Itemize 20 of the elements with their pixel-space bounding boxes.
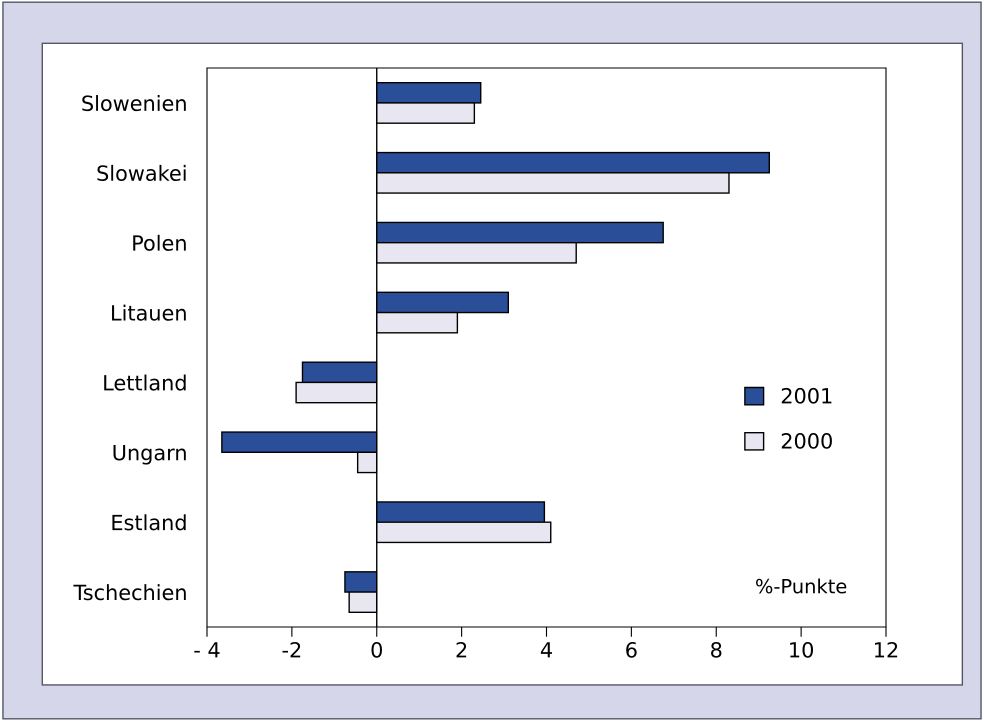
x-tick-label: - 4	[194, 642, 220, 658]
x-tick-label: 8	[711, 642, 722, 658]
x-tick-label: 6	[626, 642, 637, 658]
y-tick-label: Slowenien	[82, 95, 186, 112]
legend-label: 2001	[782, 388, 832, 404]
x-tick-label: 12	[875, 642, 898, 658]
y-tick-label: Ungarn	[114, 445, 186, 465]
annotation: %-Punkte	[756, 578, 846, 594]
y-tick-label: Tschechien	[73, 584, 186, 600]
x-tick-label: -2	[282, 642, 300, 658]
y-tick-label: Estland	[112, 514, 186, 530]
y-tick-label: Lettland	[104, 374, 186, 391]
legend-label: 2000	[782, 433, 832, 449]
x-tick-label: 2	[456, 642, 466, 658]
y-tick-label: Slowakei	[97, 164, 186, 182]
y-tick-label: Polen	[133, 234, 186, 251]
x-tick-label: 0	[371, 642, 382, 658]
y-tick-label: Litauen	[112, 304, 186, 321]
x-tick-label: 4	[540, 642, 552, 658]
x-tick-label: 10	[790, 642, 813, 658]
